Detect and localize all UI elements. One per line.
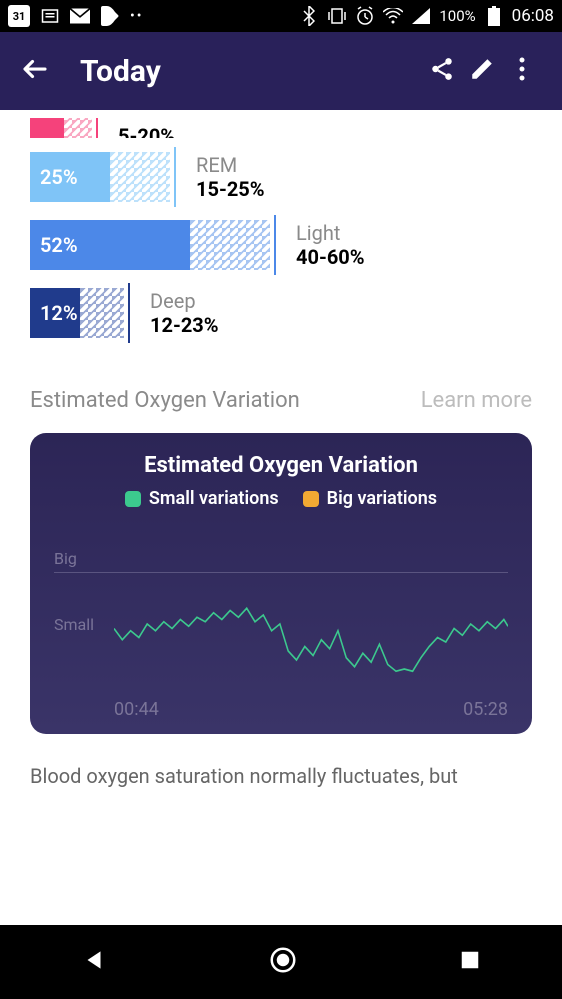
oxygen-section-header: Estimated Oxygen Variation Learn more	[30, 388, 532, 413]
mail-icon	[70, 6, 90, 26]
stage-name: Deep	[150, 289, 219, 313]
learn-more-link[interactable]: Learn more	[421, 388, 532, 413]
app-bar: Today	[0, 32, 562, 110]
edit-button[interactable]	[462, 56, 502, 86]
description-text: Blood oxygen saturation normally fluctua…	[30, 764, 532, 788]
share-button[interactable]	[422, 56, 462, 86]
stage-pct: 25%	[40, 165, 78, 189]
play-icon	[100, 6, 120, 26]
card-title: Estimated Oxygen Variation	[54, 453, 508, 478]
battery-percent: 100%	[439, 7, 475, 25]
time-end: 05:28	[463, 699, 508, 720]
clock: 06:08	[512, 6, 554, 26]
section-title: Estimated Oxygen Variation	[30, 388, 300, 413]
legend-big: Big variations	[303, 488, 437, 509]
stage-pct: 12%	[40, 301, 78, 325]
sleep-stages-section: 5-20% 25% REM 15-25% 52% Light	[30, 110, 532, 338]
wifi-icon	[383, 6, 403, 26]
stage-range: 12-23%	[150, 313, 219, 337]
gridline	[54, 572, 508, 573]
oxygen-chart: Small	[54, 597, 508, 687]
stage-row-deep: 12% Deep 12-23%	[30, 288, 532, 338]
stage-row-light: 52% Light 40-60%	[30, 220, 532, 270]
stage-row-rem: 25% REM 15-25%	[30, 152, 532, 202]
more-button[interactable]	[502, 56, 542, 86]
news-icon	[40, 6, 60, 26]
stage-name: Light	[296, 221, 365, 245]
vibrate-icon	[327, 6, 347, 26]
chart-legend: Small variations Big variations	[54, 488, 508, 509]
stage-pct: 52%	[40, 233, 78, 257]
stage-range: 15-25%	[196, 177, 265, 201]
android-status-bar: 31 •• 100% 06:08	[0, 0, 562, 32]
battery-icon	[484, 6, 504, 26]
nav-back-button[interactable]	[81, 947, 107, 977]
stage-range: 40-60%	[296, 245, 365, 269]
stage-row-awake: 5-20%	[30, 118, 532, 138]
signal-icon	[411, 6, 431, 26]
time-start: 00:44	[114, 699, 159, 720]
time-axis: 00:44 05:28	[54, 699, 508, 720]
android-nav-bar	[0, 925, 562, 999]
alarm-icon	[355, 6, 375, 26]
more-notifications-icon: ••	[130, 8, 143, 24]
nav-recent-button[interactable]	[459, 949, 481, 975]
nav-home-button[interactable]	[268, 945, 298, 979]
main-content: 5-20% 25% REM 15-25% 52% Light	[0, 110, 562, 925]
back-button[interactable]	[20, 54, 50, 88]
page-title: Today	[80, 54, 422, 89]
legend-small: Small variations	[125, 488, 279, 509]
calendar-icon: 31	[8, 5, 30, 27]
stage-name: REM	[196, 153, 265, 177]
axis-label-big: Big	[54, 549, 508, 568]
oxygen-variation-card: Estimated Oxygen Variation Small variati…	[30, 433, 532, 734]
bluetooth-icon	[299, 6, 319, 26]
axis-label-small: Small	[54, 615, 94, 634]
